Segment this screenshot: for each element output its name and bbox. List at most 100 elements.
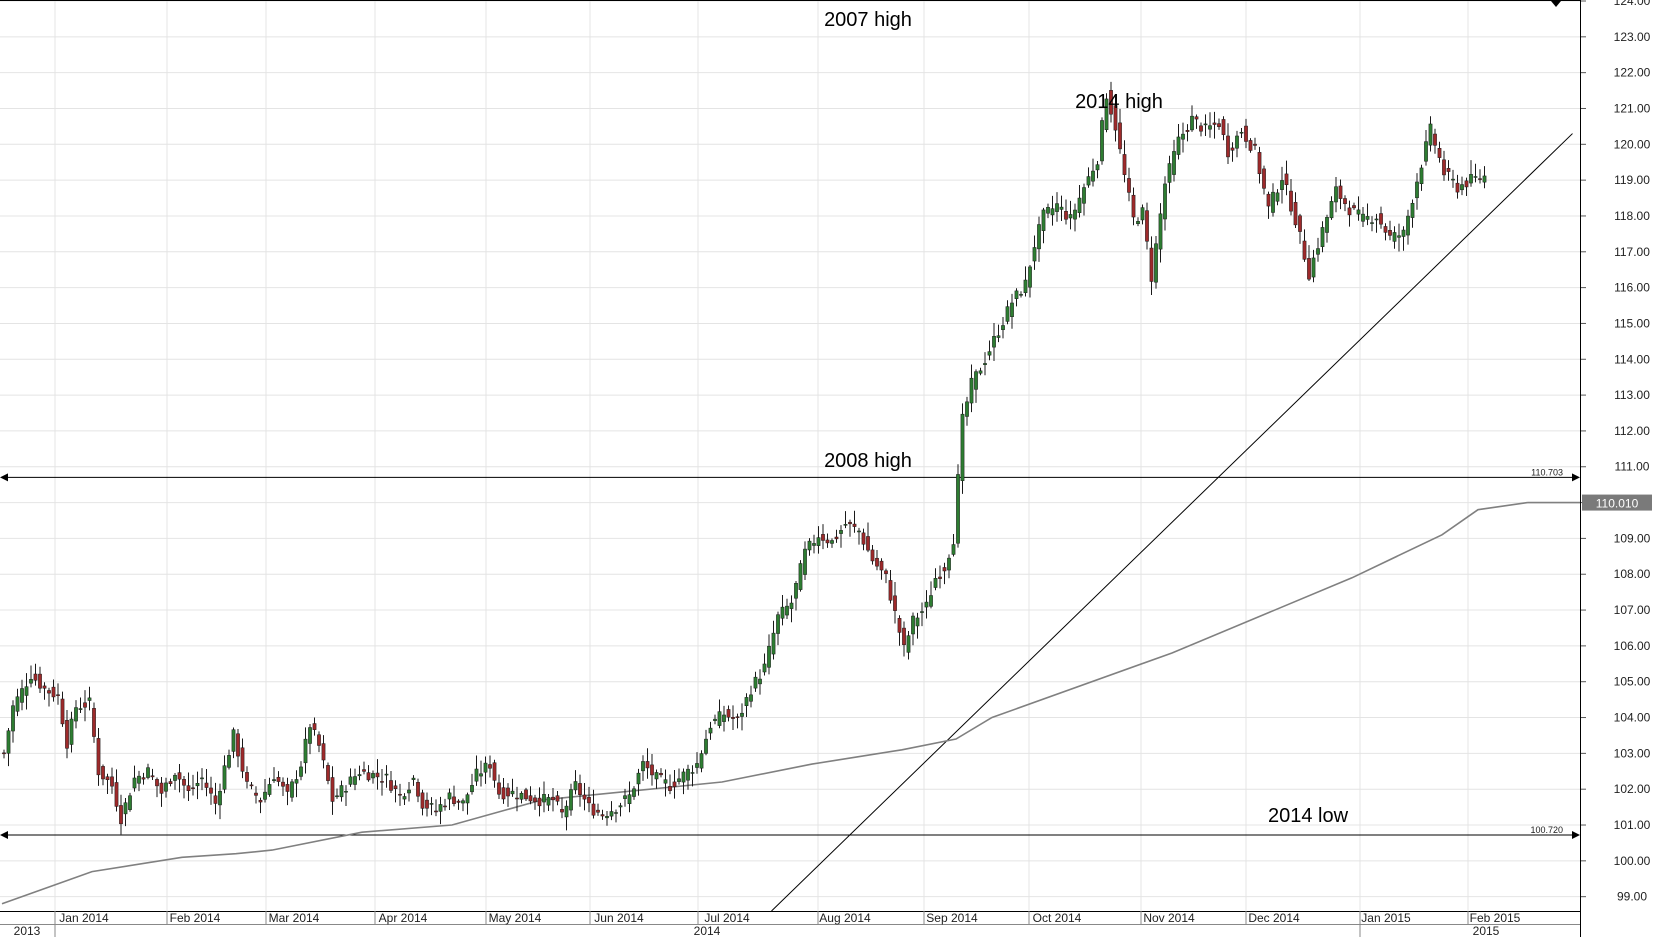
- candle-body: [902, 627, 906, 646]
- candle: [510, 778, 515, 797]
- candle: [438, 796, 443, 825]
- candle-body: [789, 602, 794, 609]
- candle-body: [1230, 147, 1235, 151]
- y-tick-label: 119.00: [1614, 173, 1650, 187]
- candle: [996, 324, 1001, 343]
- level-label: 100.720: [1530, 825, 1563, 835]
- candle-body: [542, 794, 546, 803]
- candle: [366, 765, 371, 782]
- candle-body: [992, 336, 996, 348]
- candle-body: [204, 782, 209, 788]
- candle: [1086, 167, 1091, 188]
- candle: [227, 749, 231, 770]
- candle-body: [1046, 206, 1050, 214]
- candle: [1482, 166, 1487, 189]
- candle-body: [200, 777, 204, 780]
- candle: [902, 621, 906, 657]
- candle-body: [857, 530, 861, 533]
- candle-body: [335, 795, 339, 798]
- candle: [155, 777, 159, 798]
- candle-body: [24, 686, 29, 696]
- candle-body: [744, 697, 749, 707]
- candle-body: [452, 796, 456, 804]
- candle-body: [1239, 131, 1244, 134]
- candle-body: [56, 694, 60, 696]
- candle: [470, 773, 474, 795]
- candle-body: [605, 816, 609, 819]
- candle: [384, 765, 389, 788]
- candle: [560, 797, 564, 819]
- candle-body: [785, 605, 789, 616]
- candle-body: [1217, 123, 1221, 127]
- candle: [767, 634, 771, 675]
- horizontal-levels: 110.703 100.720: [0, 467, 1580, 840]
- candle-body: [33, 673, 38, 681]
- candle-body: [1374, 218, 1379, 221]
- candle-body: [1329, 201, 1334, 219]
- candle-body: [1194, 116, 1199, 120]
- candle: [1406, 209, 1410, 245]
- candle: [78, 697, 83, 714]
- candle: [807, 538, 812, 556]
- candle-body: [168, 781, 173, 784]
- candle: [717, 699, 722, 729]
- candle-body: [1293, 202, 1298, 226]
- candle-body: [915, 617, 920, 627]
- candle: [96, 727, 101, 786]
- candle: [258, 797, 263, 814]
- candle: [992, 322, 996, 361]
- level-arrow-left: [0, 831, 8, 840]
- candle: [1239, 128, 1244, 138]
- candle-body: [1014, 290, 1019, 299]
- candle-body: [506, 787, 510, 797]
- candle: [1451, 169, 1455, 188]
- candle-body: [29, 679, 33, 684]
- candle-body: [578, 783, 582, 795]
- candle-body: [105, 776, 110, 781]
- candle-body: [1419, 167, 1424, 185]
- y-tick-label: 124.00: [1614, 0, 1651, 8]
- candle: [1298, 213, 1302, 244]
- candle: [456, 799, 461, 810]
- x-tick-label: Apr 2014: [379, 911, 428, 925]
- candle-body: [875, 557, 879, 567]
- candle: [924, 590, 929, 619]
- candle-body: [362, 769, 366, 772]
- candle: [636, 768, 641, 796]
- candle-body: [6, 730, 11, 754]
- candle-body: [1428, 123, 1433, 146]
- candle: [123, 798, 128, 827]
- candle-body: [357, 774, 362, 777]
- x-tick-label: Feb 2014: [170, 911, 221, 925]
- candle: [983, 352, 987, 376]
- candle-body: [636, 772, 641, 785]
- candle: [1320, 221, 1325, 253]
- y-tick-label: 106.00: [1614, 639, 1651, 653]
- candle-body: [1032, 247, 1037, 262]
- candle-body: [893, 595, 897, 611]
- candle: [11, 700, 15, 743]
- candle: [1095, 161, 1100, 179]
- candle: [1266, 191, 1271, 219]
- candle: [69, 711, 74, 753]
- candle: [582, 783, 587, 811]
- x-tick-label: Jan 2015: [1361, 911, 1411, 925]
- candle: [1383, 223, 1388, 241]
- candle-body: [794, 582, 798, 599]
- candle-body: [807, 540, 812, 551]
- candle-body: [375, 772, 380, 778]
- candle-body: [213, 795, 218, 804]
- candle-body: [1311, 257, 1316, 278]
- candle: [1181, 122, 1185, 153]
- candle-body: [1082, 187, 1086, 204]
- y-tick-label: 122.00: [1614, 66, 1651, 80]
- candle: [1442, 150, 1446, 181]
- candle-body: [758, 678, 762, 685]
- candle-body: [83, 702, 87, 708]
- candle: [600, 809, 605, 820]
- candle: [506, 783, 510, 807]
- candle-body: [227, 755, 231, 768]
- candle: [699, 750, 704, 773]
